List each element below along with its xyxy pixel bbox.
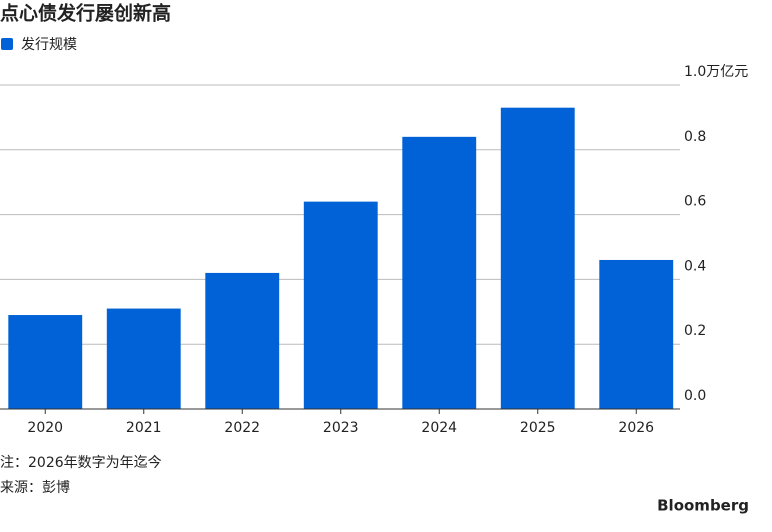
bar bbox=[8, 315, 83, 409]
source: 来源：彭博 bbox=[0, 479, 70, 496]
y-tick-label: 0.6 bbox=[684, 194, 706, 210]
x-tick-label: 2023 bbox=[323, 420, 359, 436]
y-tick-label: 0.8 bbox=[684, 129, 706, 145]
y-tick-label: 0.4 bbox=[684, 258, 706, 274]
bar bbox=[205, 272, 280, 409]
x-tick-label: 2022 bbox=[224, 420, 260, 436]
y-tick-label: 0.2 bbox=[684, 323, 706, 339]
note: 注：2026年数字为年迄今 bbox=[0, 455, 162, 471]
x-tick-label: 2020 bbox=[27, 420, 63, 436]
brand: Bloomberg bbox=[657, 497, 749, 515]
x-tick-label: 2021 bbox=[126, 420, 162, 436]
chart-title: 点心债发行屡创新高 bbox=[0, 2, 171, 25]
x-tick-label: 2025 bbox=[520, 420, 556, 436]
y-tick-label: 0.0 bbox=[684, 388, 706, 404]
bar bbox=[402, 136, 477, 409]
bar bbox=[500, 107, 575, 410]
bar bbox=[106, 308, 181, 409]
legend-label: 发行规模 bbox=[21, 37, 77, 53]
x-tick-label: 2024 bbox=[421, 420, 457, 436]
bar bbox=[599, 259, 674, 409]
y-tick-label: 1.0万亿元 bbox=[684, 64, 748, 80]
x-tick-label: 2026 bbox=[618, 420, 654, 436]
legend-swatch bbox=[1, 38, 13, 50]
bar bbox=[303, 201, 378, 409]
